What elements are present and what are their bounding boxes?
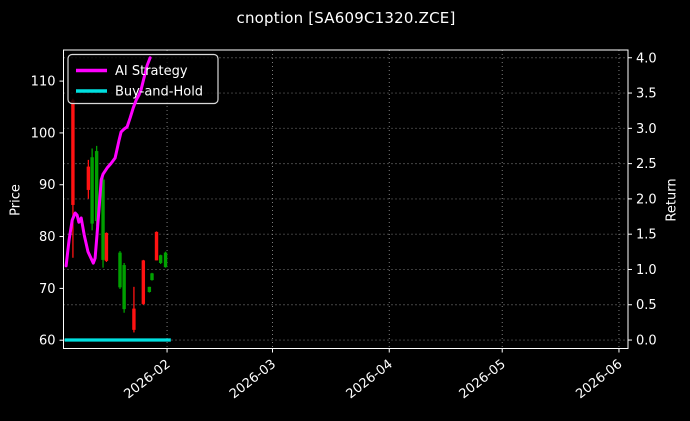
price-tick-label: 60 [39, 334, 56, 349]
candle-body [71, 100, 75, 205]
candle-body [122, 265, 126, 310]
legend-label: AI Strategy [115, 64, 188, 79]
chart-title: cnoption [SA609C1320.ZCE] [236, 9, 456, 27]
candle-body [158, 255, 163, 263]
x-tick-label: 2026-04 [344, 357, 396, 402]
return-tick-label: 2.0 [636, 192, 657, 207]
x-tick-label: 2026-05 [457, 357, 509, 402]
legend-label: Buy-and-Hold [115, 85, 203, 100]
price-tick-label: 90 [39, 178, 56, 193]
candle-body [104, 232, 109, 261]
return-tick-label: 3.0 [636, 122, 657, 137]
return-tick-label: 2.5 [636, 157, 657, 172]
candle-body [147, 286, 152, 293]
candle-body [101, 179, 105, 260]
candle-body [132, 308, 136, 330]
candle-body [154, 231, 159, 261]
candle-body [163, 252, 168, 268]
price-tick-label: 100 [31, 126, 56, 141]
candle-body [118, 252, 122, 288]
return-tick-label: 1.5 [636, 228, 657, 243]
candle-body [141, 260, 146, 304]
candle-body [90, 157, 94, 224]
price-tick-label: 70 [39, 282, 56, 297]
candle-body [150, 273, 154, 281]
price-tick-label: 110 [31, 75, 56, 90]
return-tick-label: 0.0 [636, 334, 657, 349]
return-tick-label: 1.0 [636, 263, 657, 278]
candle-body [94, 151, 99, 222]
candle-body [86, 166, 91, 190]
return-tick-label: 0.5 [636, 298, 657, 313]
ai-strategy-line [64, 56, 152, 268]
x-tick-label: 2026-02 [121, 357, 173, 402]
price-tick-label: 80 [39, 230, 56, 245]
x-tick-label: 2026-06 [573, 357, 625, 402]
return-tick-label: 4.0 [636, 51, 657, 66]
x-tick-label: 2026-03 [227, 357, 279, 402]
return-tick-label: 3.5 [636, 87, 657, 102]
